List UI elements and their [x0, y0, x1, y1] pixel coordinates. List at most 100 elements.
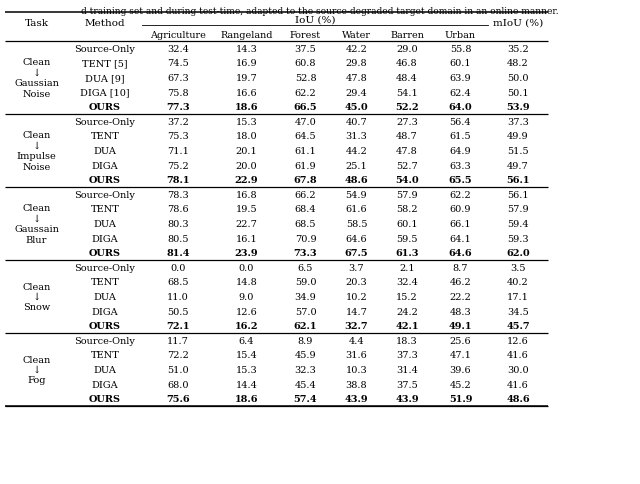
Text: DIGA: DIGA — [92, 380, 118, 389]
Text: 15.4: 15.4 — [236, 351, 257, 360]
Text: DIGA [10]: DIGA [10] — [80, 89, 130, 97]
Text: 10.3: 10.3 — [346, 365, 367, 374]
Text: Clean
↓
Impulse
Noise: Clean ↓ Impulse Noise — [17, 131, 56, 171]
Text: 47.8: 47.8 — [396, 147, 418, 156]
Text: 6.4: 6.4 — [239, 336, 254, 345]
Text: 60.8: 60.8 — [295, 59, 316, 68]
Text: 65.5: 65.5 — [449, 176, 472, 185]
Text: 47.0: 47.0 — [294, 118, 316, 126]
Text: 8.9: 8.9 — [298, 336, 313, 345]
Text: 8.7: 8.7 — [452, 263, 468, 272]
Text: 48.6: 48.6 — [345, 176, 368, 185]
Text: 3.5: 3.5 — [510, 263, 525, 272]
Text: 49.1: 49.1 — [449, 321, 472, 331]
Text: 51.9: 51.9 — [449, 394, 472, 403]
Text: Source-Only: Source-Only — [75, 190, 136, 199]
Text: 50.0: 50.0 — [508, 74, 529, 83]
Text: 64.5: 64.5 — [294, 132, 316, 141]
Text: 34.9: 34.9 — [294, 292, 316, 302]
Text: 50.5: 50.5 — [167, 307, 189, 316]
Text: 66.2: 66.2 — [294, 190, 316, 199]
Text: 54.1: 54.1 — [396, 89, 418, 97]
Text: 67.5: 67.5 — [345, 249, 368, 257]
Text: TENT [5]: TENT [5] — [82, 59, 128, 68]
Text: DIGA: DIGA — [92, 307, 118, 316]
Text: mIoU (%): mIoU (%) — [493, 18, 543, 28]
Text: 78.6: 78.6 — [167, 205, 189, 214]
Text: 48.2: 48.2 — [507, 59, 529, 68]
Text: 16.9: 16.9 — [236, 59, 257, 68]
Text: d training set and during test-time, adapted to the source-degraded target domai: d training set and during test-time, ada… — [81, 7, 559, 16]
Text: Urban: Urban — [445, 30, 476, 39]
Text: 57.4: 57.4 — [294, 394, 317, 403]
Text: 61.9: 61.9 — [294, 161, 316, 170]
Text: 14.8: 14.8 — [236, 278, 257, 287]
Text: 42.2: 42.2 — [346, 45, 367, 54]
Text: 75.8: 75.8 — [167, 89, 189, 97]
Text: 73.3: 73.3 — [294, 249, 317, 257]
Text: 68.4: 68.4 — [294, 205, 316, 214]
Text: 48.3: 48.3 — [450, 307, 472, 316]
Text: 18.3: 18.3 — [396, 336, 418, 345]
Text: 29.0: 29.0 — [396, 45, 418, 54]
Text: 9.0: 9.0 — [239, 292, 254, 302]
Text: 61.5: 61.5 — [450, 132, 471, 141]
Text: 15.3: 15.3 — [236, 365, 257, 374]
Text: 50.1: 50.1 — [507, 89, 529, 97]
Text: 20.3: 20.3 — [346, 278, 367, 287]
Text: 55.8: 55.8 — [450, 45, 471, 54]
Text: 64.9: 64.9 — [450, 147, 471, 156]
Text: 41.6: 41.6 — [507, 351, 529, 360]
Text: 3.7: 3.7 — [349, 263, 364, 272]
Text: 67.3: 67.3 — [167, 74, 189, 83]
Text: 16.8: 16.8 — [236, 190, 257, 199]
Text: 64.6: 64.6 — [346, 234, 367, 243]
Text: 37.5: 37.5 — [396, 380, 418, 389]
Text: 34.5: 34.5 — [507, 307, 529, 316]
Text: 60.1: 60.1 — [450, 59, 471, 68]
Text: 45.9: 45.9 — [294, 351, 316, 360]
Text: 49.9: 49.9 — [507, 132, 529, 141]
Text: 62.0: 62.0 — [506, 249, 530, 257]
Text: 44.2: 44.2 — [346, 147, 367, 156]
Text: Clean
↓
Fog: Clean ↓ Fog — [22, 355, 51, 385]
Text: 60.1: 60.1 — [396, 220, 418, 228]
Text: 70.9: 70.9 — [294, 234, 316, 243]
Text: 58.2: 58.2 — [396, 205, 418, 214]
Text: 59.4: 59.4 — [507, 220, 529, 228]
Text: 18.6: 18.6 — [235, 103, 259, 112]
Text: 2.1: 2.1 — [399, 263, 415, 272]
Text: 14.3: 14.3 — [236, 45, 257, 54]
Text: 66.1: 66.1 — [450, 220, 471, 228]
Text: 72.2: 72.2 — [167, 351, 189, 360]
Text: 16.1: 16.1 — [236, 234, 257, 243]
Text: 24.2: 24.2 — [396, 307, 418, 316]
Text: 46.2: 46.2 — [450, 278, 472, 287]
Text: DIGA: DIGA — [92, 161, 118, 170]
Text: 54.0: 54.0 — [395, 176, 419, 185]
Text: 25.1: 25.1 — [346, 161, 367, 170]
Text: DIGA: DIGA — [92, 234, 118, 243]
Text: 52.2: 52.2 — [395, 103, 419, 112]
Text: 62.2: 62.2 — [450, 190, 472, 199]
Text: 23.9: 23.9 — [235, 249, 259, 257]
Text: 45.4: 45.4 — [294, 380, 316, 389]
Text: 49.7: 49.7 — [507, 161, 529, 170]
Text: 71.1: 71.1 — [167, 147, 189, 156]
Text: OURS: OURS — [89, 176, 121, 185]
Text: 64.0: 64.0 — [449, 103, 472, 112]
Text: 75.3: 75.3 — [167, 132, 189, 141]
Text: IoU (%): IoU (%) — [295, 16, 335, 25]
Text: 42.1: 42.1 — [396, 321, 419, 331]
Text: 63.3: 63.3 — [450, 161, 472, 170]
Text: Rangeland: Rangeland — [220, 30, 273, 39]
Text: Barren: Barren — [390, 30, 424, 39]
Text: 41.6: 41.6 — [507, 380, 529, 389]
Text: 31.6: 31.6 — [346, 351, 367, 360]
Text: 77.3: 77.3 — [166, 103, 190, 112]
Text: 64.1: 64.1 — [450, 234, 472, 243]
Text: 75.2: 75.2 — [167, 161, 189, 170]
Text: 58.5: 58.5 — [346, 220, 367, 228]
Text: 78.3: 78.3 — [167, 190, 189, 199]
Text: 48.4: 48.4 — [396, 74, 418, 83]
